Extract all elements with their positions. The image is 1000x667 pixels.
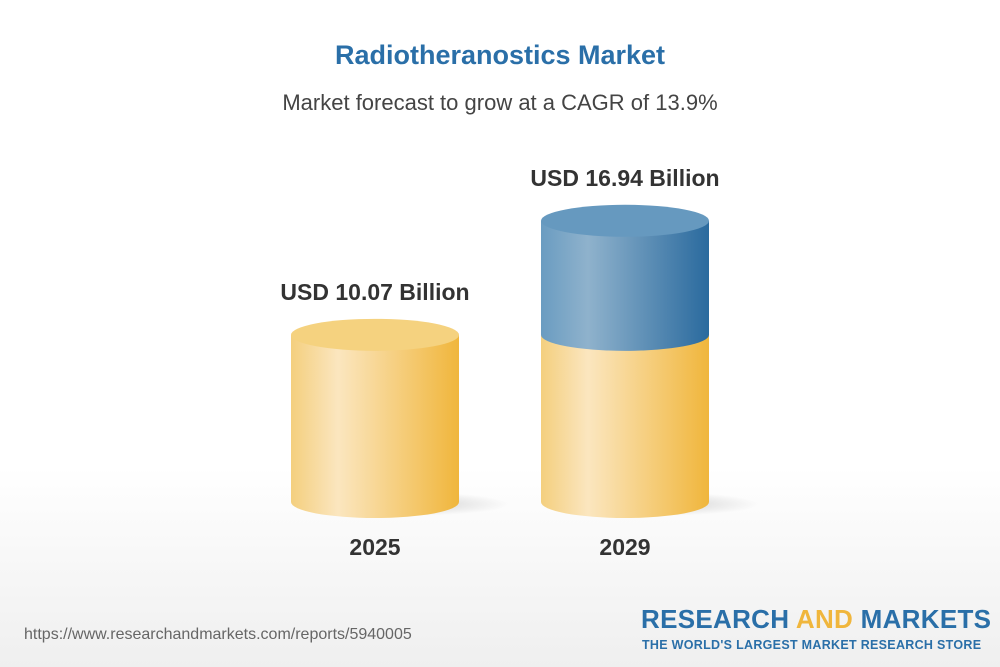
logo-tagline: THE WORLD'S LARGEST MARKET RESEARCH STOR…: [642, 638, 982, 652]
source-url[interactable]: https://www.researchandmarkets.com/repor…: [24, 626, 412, 643]
chart-title: Radiotheranostics Market: [334, 40, 666, 70]
bar-top: [541, 204, 709, 237]
logo: RESEARCH AND MARKETS: [641, 604, 992, 634]
bar-growth-segment: [541, 220, 709, 351]
x-tick-label: 2025: [349, 534, 400, 560]
data-label: USD 16.94 Billion: [530, 165, 719, 191]
x-tick-label: 2029: [599, 534, 650, 560]
chart-subtitle: Market forecast to grow at a CAGR of 13.…: [282, 90, 718, 115]
bar-base-segment: [541, 334, 709, 518]
data-label: USD 10.07 Billion: [280, 279, 469, 305]
bar-base-segment: [291, 334, 459, 518]
bar-top: [291, 318, 459, 351]
